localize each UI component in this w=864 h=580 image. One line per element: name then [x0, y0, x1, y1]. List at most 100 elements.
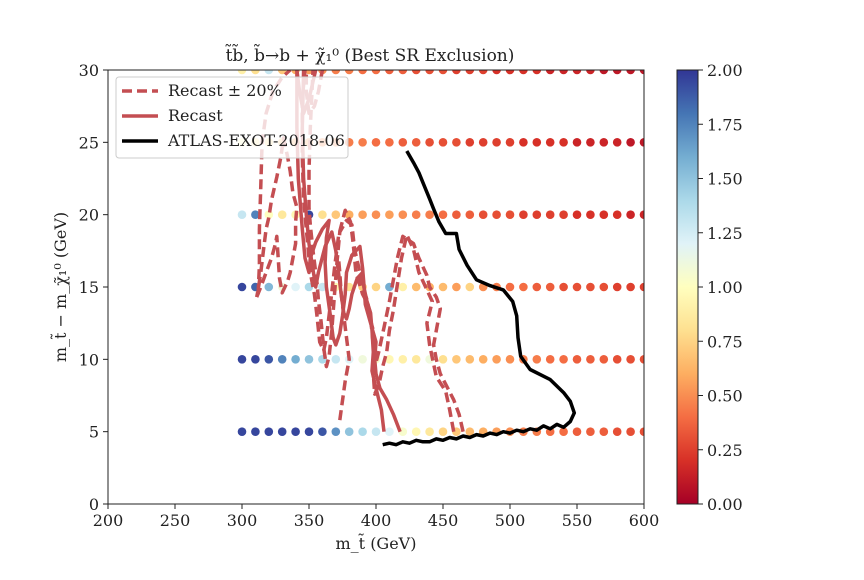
scatter-point — [371, 282, 381, 292]
scatter-point — [452, 210, 461, 219]
scatter-point — [478, 70, 488, 75]
scatter-point — [237, 70, 247, 75]
scatter-point — [559, 210, 568, 219]
scatter-point — [398, 70, 408, 75]
legend-label-recast-pm20: Recast ± 20% — [168, 81, 282, 100]
scatter-point — [586, 355, 595, 364]
scatter-point — [331, 355, 341, 364]
x-axis-ticks: 200 250 300 350 400 450 500 550 600 — [93, 504, 659, 530]
colorbar-tick-label: 1.75 — [707, 115, 743, 134]
scatter-point — [237, 282, 247, 292]
scatter-point — [505, 355, 515, 364]
scatter-point — [532, 70, 542, 75]
scatter-point — [264, 427, 274, 437]
scatter-point — [532, 138, 542, 147]
colorbar — [676, 69, 699, 505]
scatter-point — [612, 138, 622, 147]
scatter-point — [519, 282, 528, 292]
scatter-point — [331, 210, 341, 219]
colorbar-tick-label: 1.00 — [707, 278, 743, 297]
scatter-point — [599, 138, 609, 147]
scatter-point — [492, 70, 501, 75]
scatter-point — [237, 427, 247, 437]
y-axis-ticks: 0 5 10 15 20 25 30 — [79, 61, 108, 514]
scatter-point — [626, 427, 635, 437]
chart-title: t̃b̃, b̃→b + χ̃₁⁰ (Best SR Exclusion) — [224, 44, 514, 66]
scatter-point — [612, 70, 622, 75]
x-tick-label: 550 — [562, 511, 593, 530]
x-tick-label: 400 — [361, 511, 392, 530]
scatter-point — [438, 282, 448, 292]
scatter-point — [545, 355, 555, 364]
scatter-point — [385, 210, 394, 219]
scatter-point — [304, 355, 314, 364]
scatter-point — [639, 210, 644, 219]
scatter-point — [277, 355, 287, 364]
scatter-point — [452, 138, 461, 147]
scatter-point — [599, 427, 609, 437]
scatter-point — [519, 210, 528, 219]
scatter-point — [545, 70, 555, 75]
scatter-point — [532, 355, 542, 364]
scatter-point — [411, 355, 421, 364]
scatter-point — [478, 138, 488, 147]
scatter-point — [465, 355, 475, 364]
scatter-point — [331, 427, 341, 437]
scatter-point — [465, 210, 475, 219]
scatter-point — [478, 355, 488, 364]
scatter-point — [612, 427, 622, 437]
scatter-point — [465, 427, 475, 437]
scatter-point — [411, 70, 421, 75]
scatter-point — [331, 70, 341, 75]
scatter-point — [586, 138, 595, 147]
colorbar-tick-label: 0.25 — [707, 441, 743, 460]
scatter-point — [304, 427, 314, 437]
colorbar-ticks: 0.00 0.25 0.50 0.75 1.00 1.25 1.50 1.75 2.00 — [698, 61, 743, 514]
scatter-point — [291, 427, 300, 437]
scatter-point — [264, 282, 274, 292]
recast-curve — [300, 70, 386, 432]
scatter-point — [251, 355, 260, 364]
x-tick-label: 500 — [495, 511, 526, 530]
colorbar-tick-label: 0.00 — [707, 495, 743, 514]
scatter-point — [465, 282, 475, 292]
scatter-point — [586, 427, 595, 437]
scatter-point — [519, 138, 528, 147]
scatter-point — [452, 355, 461, 364]
scatter-point — [438, 355, 448, 364]
scatter-point — [452, 282, 461, 292]
scatter-point — [586, 70, 595, 75]
y-tick-label: 5 — [89, 423, 99, 442]
y-tick-label: 30 — [79, 61, 99, 80]
scatter-point — [251, 210, 260, 219]
scatter-point — [572, 70, 582, 75]
scatter-point — [626, 138, 635, 147]
scatter-point — [411, 282, 421, 292]
scatter-point — [465, 70, 475, 75]
scatter-point — [264, 355, 274, 364]
scatter-point — [612, 355, 622, 364]
scatter-point — [572, 138, 582, 147]
scatter-point — [251, 70, 260, 75]
scatter-point — [505, 138, 515, 147]
scatter-point — [545, 138, 555, 147]
scatter-point — [572, 355, 582, 364]
scatter-point — [411, 210, 421, 219]
scatter-point — [398, 138, 408, 147]
scatter-point — [492, 210, 501, 219]
scatter-point — [425, 70, 434, 75]
scatter-point — [572, 427, 582, 437]
scatter-point — [438, 138, 448, 147]
scatter-point — [532, 210, 542, 219]
scatter-point — [572, 282, 582, 292]
scatter-point — [599, 282, 609, 292]
scatter-point — [425, 427, 434, 437]
scatter-point — [385, 355, 394, 364]
scatter-point — [545, 282, 555, 292]
scatter-point — [452, 70, 461, 75]
scatter-point — [559, 282, 568, 292]
legend-label-atlas: ATLAS-EXOT-2018-06 — [167, 131, 345, 150]
scatter-point — [532, 282, 542, 292]
scatter-point — [599, 70, 609, 75]
scatter-point — [398, 282, 408, 292]
